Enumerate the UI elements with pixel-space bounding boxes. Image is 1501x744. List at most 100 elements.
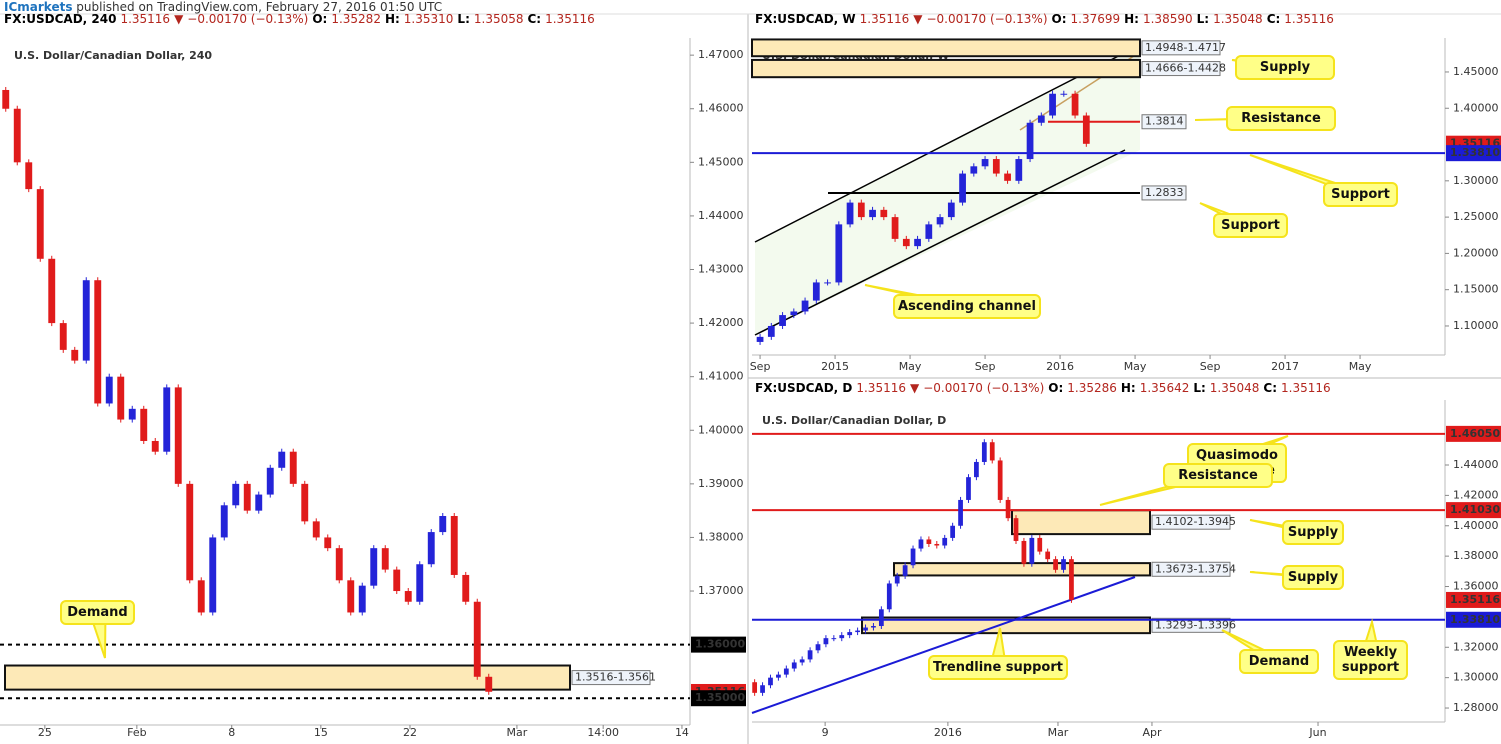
candle: [105, 376, 113, 404]
price-tag-box: [691, 636, 746, 653]
candle: [970, 166, 978, 174]
x-tick-label: 2016: [1046, 360, 1074, 373]
symbol-bar: FX:USDCAD, 240 1.35116 ▼ −0.00170 (−0.13%) O…: [4, 12, 595, 26]
callout: Ascending channel: [893, 294, 1041, 319]
candle: [981, 442, 987, 462]
zone-tag-box: [1141, 40, 1221, 56]
candle: [416, 564, 424, 602]
y-tick-label: 1.40000: [1453, 519, 1499, 532]
candle: [934, 543, 940, 546]
candle: [914, 238, 921, 247]
change: −0.00170 (−0.13%): [926, 12, 1048, 26]
zone: [4, 664, 571, 691]
level-tag-box: [1141, 185, 1187, 201]
candle: [232, 483, 240, 506]
price-tag: 1.33810: [1450, 146, 1500, 159]
candle: [1037, 115, 1045, 123]
price-tag: 1.46050: [1450, 427, 1500, 440]
candle: [925, 224, 933, 239]
publish-text: published on TradingView.com, February 2…: [72, 0, 443, 14]
callout: Demand: [1239, 649, 1319, 674]
zone-tag-box: [1151, 514, 1231, 530]
price-tag: 1.41030: [1450, 503, 1500, 516]
last-price: 1.35116: [859, 12, 910, 26]
candle: [926, 539, 932, 544]
ohlc-value: 1.35058: [473, 12, 524, 26]
candle: [958, 499, 963, 526]
zone-tag: 1.4948-1.4717: [1145, 41, 1226, 54]
candle: [174, 387, 182, 484]
brand: ICmarkets: [4, 0, 73, 14]
x-tick-label: 2015: [821, 360, 849, 373]
change: −0.00170 (−0.13%): [187, 12, 309, 26]
zone-tag-box: [1151, 561, 1231, 577]
level-tag: 1.2833: [1145, 186, 1184, 199]
candle: [1045, 551, 1051, 560]
x-tick-label: 14:00: [587, 726, 619, 739]
candle: [839, 635, 845, 639]
candle: [163, 387, 171, 452]
symbol-bar: FX:USDCAD, W 1.35116 ▼ −0.00170 (−0.13%) O: 1…: [755, 12, 1334, 26]
callout: Trendline support: [928, 655, 1068, 680]
zone: [751, 38, 1141, 58]
y-tick-label: 1.42000: [698, 316, 744, 329]
y-tick-label: 1.45000: [698, 155, 744, 168]
candle: [918, 539, 924, 549]
candle: [768, 677, 773, 686]
candle: [140, 408, 148, 441]
ohlc-key: H:: [384, 12, 400, 26]
candle: [886, 583, 892, 610]
candle: [936, 217, 944, 225]
ohlc-value: 1.35048: [1213, 12, 1263, 26]
candle: [831, 638, 837, 640]
candle: [997, 460, 1003, 500]
change: −0.00170 (−0.13%): [923, 381, 1045, 395]
chart-title: U.S. Dollar/Canadian Dollar, D: [762, 414, 946, 427]
zone-tag-box: [571, 670, 651, 686]
zone: [861, 616, 1151, 635]
candle: [855, 630, 860, 633]
candle: [393, 569, 401, 592]
candle: [427, 532, 435, 565]
ohlc-key: O:: [312, 12, 328, 26]
candle: [1037, 537, 1043, 552]
price-tag: 1.35116: [1450, 593, 1500, 606]
candle: [1015, 159, 1023, 181]
y-tick-label: 1.10000: [1453, 319, 1499, 332]
x-tick-label: 22: [403, 726, 417, 739]
candle: [450, 516, 458, 575]
zone-tag: 1.3293-1.3396: [1155, 618, 1236, 631]
candle: [1049, 93, 1056, 116]
candle: [186, 483, 194, 581]
publish-header: ICmarkets published on TradingView.com, …: [4, 0, 442, 14]
candle: [974, 461, 979, 478]
callout: Supply: [1282, 565, 1344, 590]
candle: [94, 280, 102, 404]
candle: [894, 575, 900, 584]
zone-tag-box: [1151, 617, 1231, 633]
candle: [1005, 499, 1011, 519]
y-tick-label: 1.28000: [1453, 701, 1499, 714]
candle: [767, 325, 775, 337]
symbol: FX:USDCAD, 240: [4, 12, 117, 26]
callout: Resistance: [1226, 106, 1336, 131]
y-tick-label: 1.41000: [698, 370, 744, 383]
callout: Supply: [1282, 520, 1344, 545]
candle: [1026, 122, 1034, 160]
candle: [1061, 559, 1066, 570]
zone-tag: 1.3516-1.3561: [575, 671, 656, 684]
candle: [370, 548, 378, 586]
candle: [1071, 93, 1079, 116]
candle: [959, 173, 966, 203]
candle: [989, 442, 995, 461]
candle: [1082, 115, 1090, 144]
y-tick-label: 1.38000: [1453, 549, 1499, 562]
ohlc-key: C:: [527, 12, 542, 26]
symbol: FX:USDCAD, D: [755, 381, 853, 395]
ohlc-value: 1.37699: [1070, 12, 1121, 26]
candle: [902, 565, 908, 576]
price-tag: 1.36000: [695, 638, 745, 651]
ohlc-value: 1.35048: [1209, 381, 1260, 395]
y-tick-label: 1.30000: [1453, 671, 1499, 684]
y-tick-label: 1.44000: [698, 209, 744, 222]
